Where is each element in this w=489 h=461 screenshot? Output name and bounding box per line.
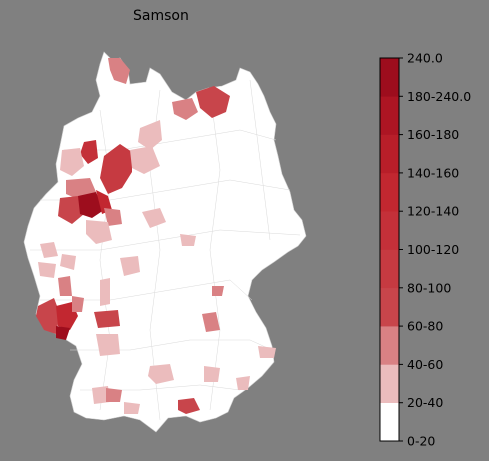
colorbar-tick-label: 180-240.0: [407, 89, 471, 104]
district: [36, 298, 60, 334]
district: [130, 146, 160, 174]
colorbar-band: [380, 287, 399, 327]
district: [138, 120, 162, 150]
district: [100, 278, 110, 306]
colorbar-band: [380, 402, 399, 442]
district: [106, 388, 122, 402]
district: [120, 256, 140, 276]
district: [58, 196, 84, 224]
colorbar-tick-label: 140-160: [407, 165, 459, 180]
colorbar-tick-label: 100-120: [407, 242, 459, 257]
district: [60, 148, 84, 176]
colorbar-band: [380, 134, 399, 174]
colorbar-band: [380, 249, 399, 289]
district: [104, 208, 122, 226]
district: [80, 140, 98, 164]
colorbar-band: [380, 211, 399, 250]
district: [202, 312, 220, 332]
shaded-districts: [36, 58, 276, 414]
district: [236, 376, 250, 390]
district: [96, 190, 112, 214]
colorbar-tick-label: 0-20: [407, 434, 435, 449]
colorbar-tick-label: 80-100: [407, 280, 451, 295]
colorbar-band: [380, 172, 399, 212]
district: [72, 296, 84, 312]
district: [124, 402, 140, 414]
district: [92, 386, 110, 404]
district: [94, 310, 120, 328]
colorbar-tick-label: 60-80: [407, 319, 443, 334]
colorbar-tick-label: 40-60: [407, 357, 443, 372]
colorbar-tick-label: 240.0: [407, 51, 443, 66]
district: [38, 262, 56, 278]
colorbar-band: [380, 364, 399, 403]
map-title: Samson: [133, 8, 189, 24]
colorbar-tick-label: 20-40: [407, 395, 443, 410]
district: [40, 242, 58, 258]
district: [58, 276, 72, 296]
colorbar-band: [380, 58, 399, 97]
district: [258, 346, 276, 358]
district: [180, 234, 196, 246]
district: [178, 398, 200, 414]
colorbar-tick-label: 160-180: [407, 127, 459, 142]
district: [86, 220, 112, 244]
district: [172, 98, 198, 120]
district: [196, 86, 230, 118]
colorbar-band: [380, 96, 399, 135]
district: [60, 254, 76, 270]
district: [148, 364, 174, 384]
district: [212, 286, 224, 296]
district: [56, 326, 70, 340]
district: [142, 208, 166, 228]
district: [108, 58, 130, 84]
colorbar-band: [380, 326, 399, 365]
district: [96, 334, 120, 356]
district: [204, 366, 220, 382]
district: [78, 192, 104, 218]
district: [100, 144, 132, 194]
colorbar-tick-label: 120-140: [407, 204, 459, 219]
